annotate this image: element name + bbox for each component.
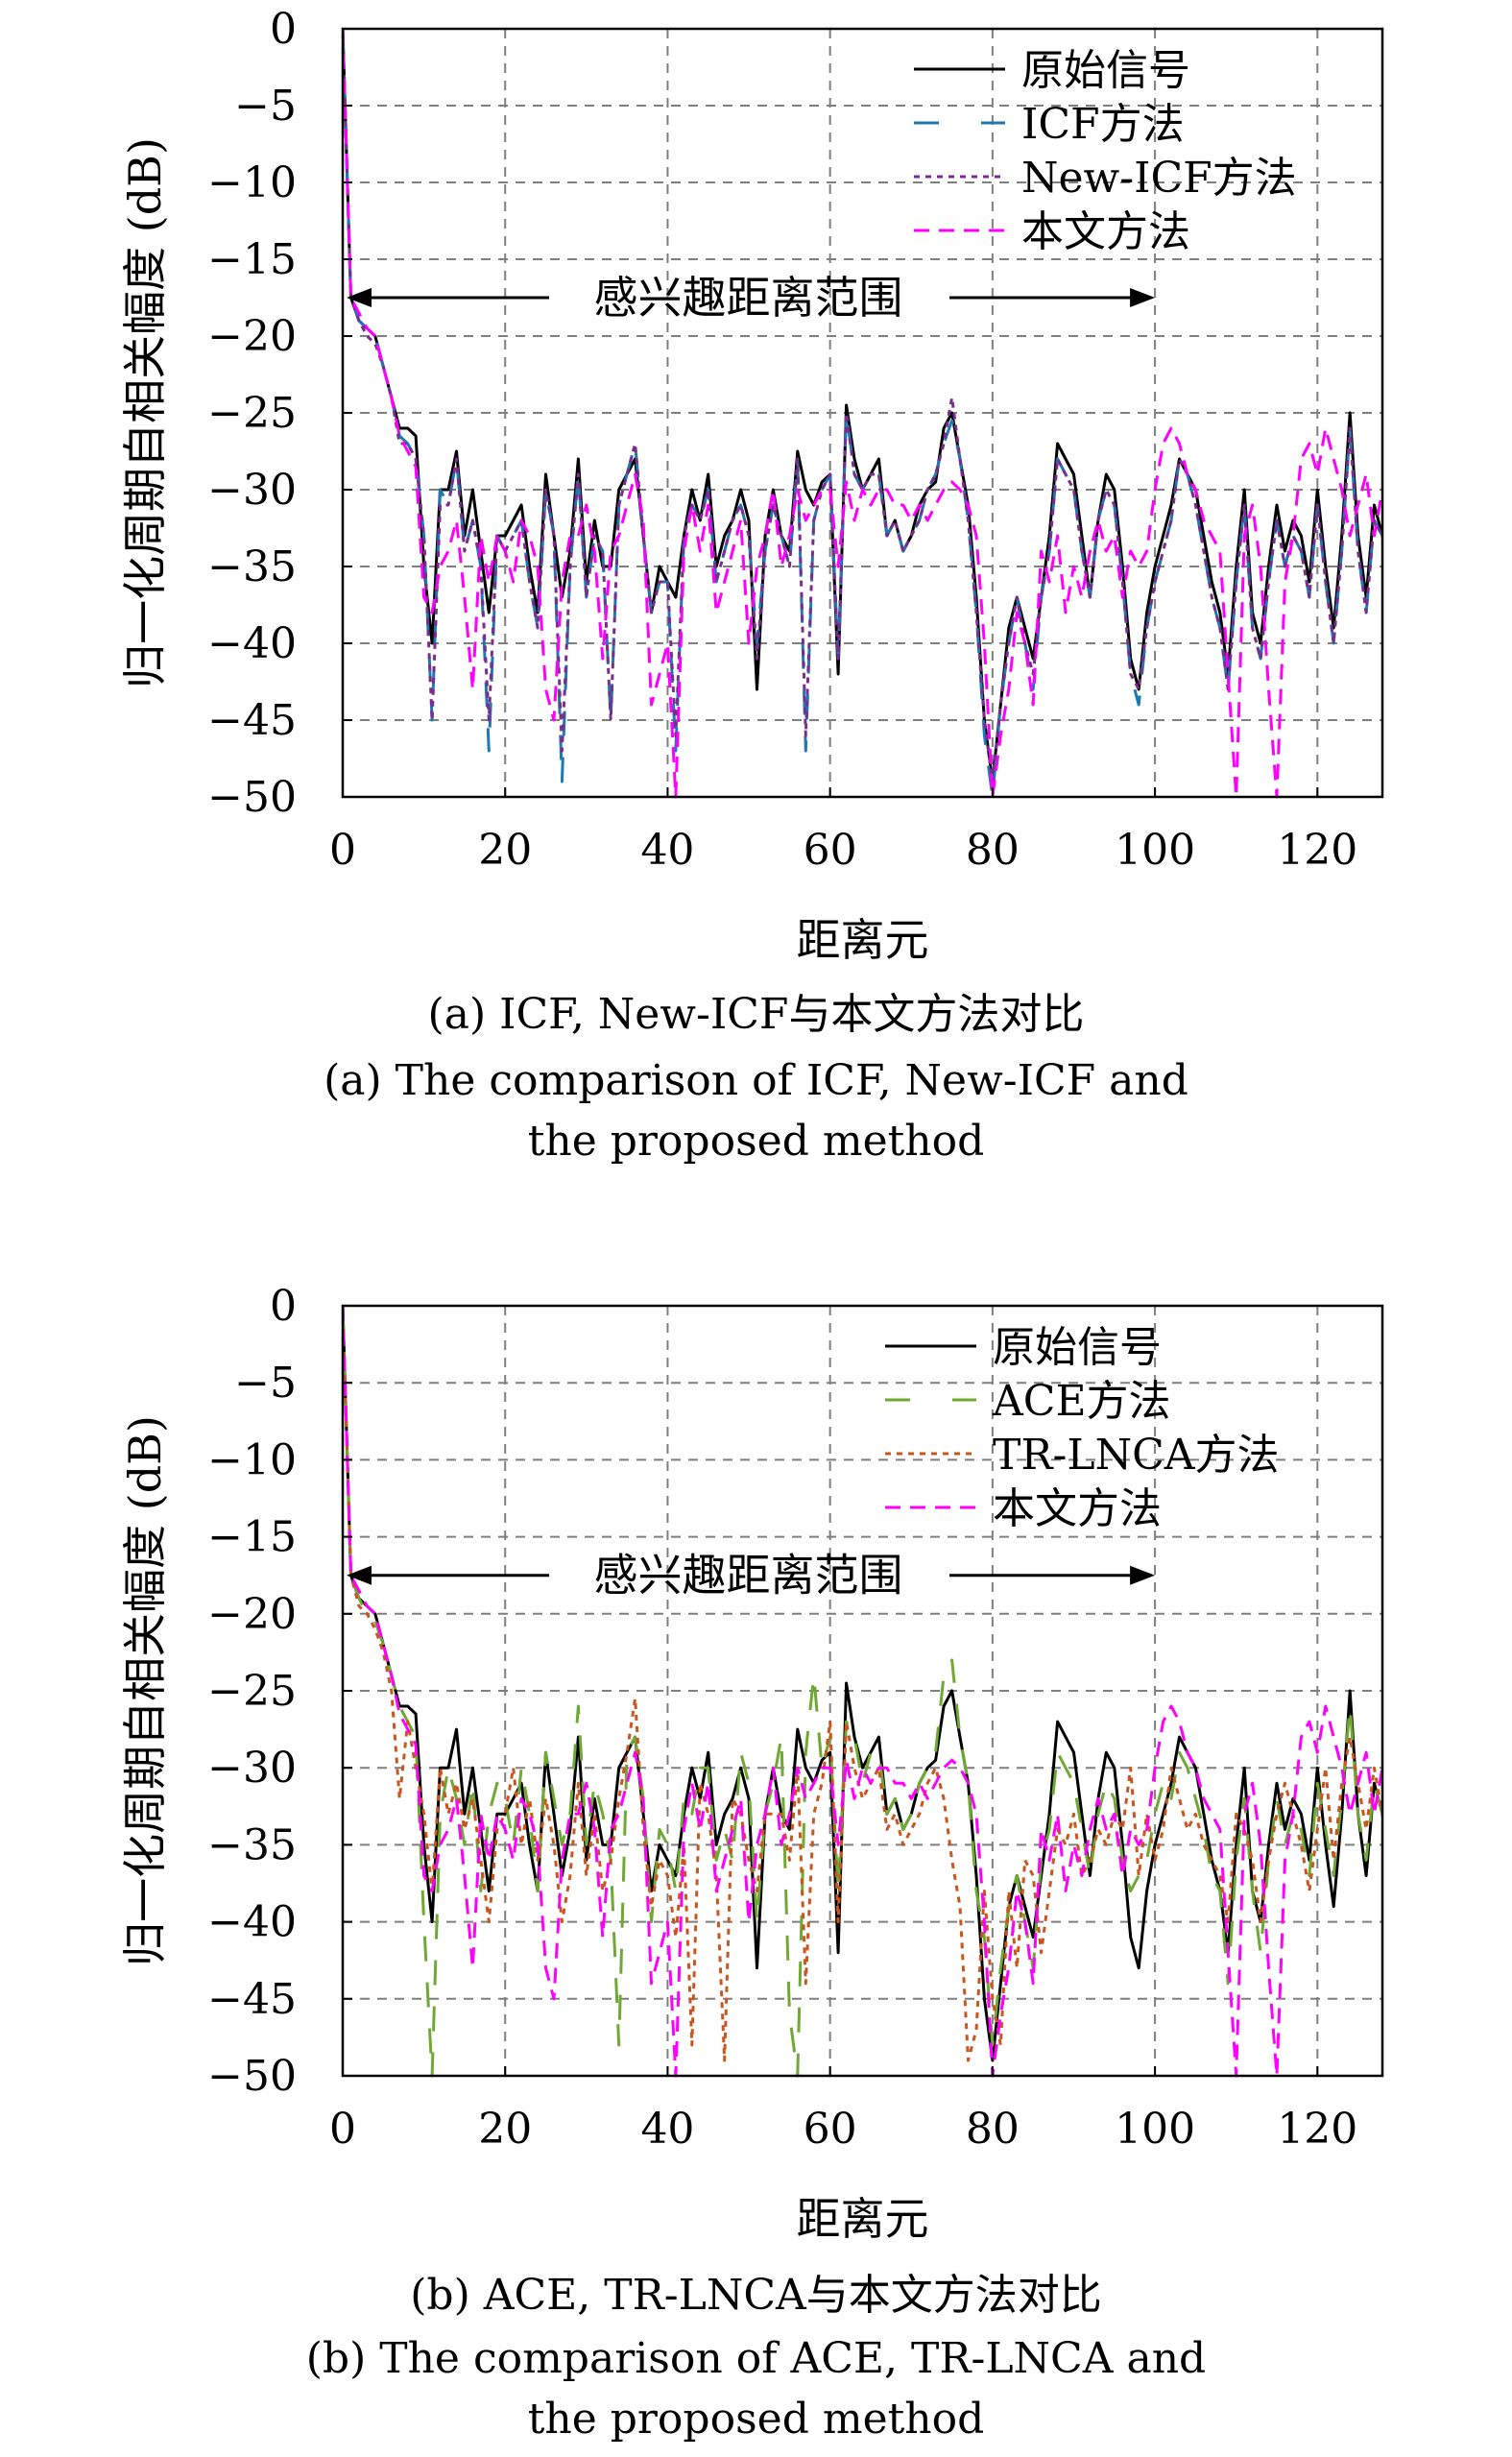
- x-tick-label: 100: [1115, 826, 1195, 875]
- annotation-arrowhead-left: [347, 1565, 372, 1585]
- annotation-label: 感兴趣距离范围: [594, 1550, 903, 1602]
- legend-label-ace: ACE方法: [992, 1377, 1171, 1426]
- y-tick-label: −45: [207, 696, 297, 745]
- chart-panel-b: 0 20 40 60 80 100 120 0 −5 −10 −15 −20 −25 −30 −35 −40 −…: [119, 1282, 1384, 2245]
- y-tick-label: −35: [207, 542, 297, 591]
- x-tick-label: 120: [1277, 826, 1357, 875]
- annotation-arrowhead-right: [1130, 288, 1156, 307]
- y-tick-label: −30: [207, 1744, 297, 1793]
- series-line-original: [343, 28, 1382, 783]
- x-tick-label: 60: [804, 2105, 857, 2154]
- y-tick-label: −25: [207, 389, 297, 438]
- y-tick-label: −5: [234, 1359, 297, 1408]
- y-tick-label: −40: [207, 619, 297, 668]
- legend-label-new_icf: New-ICF方法: [1021, 154, 1297, 203]
- y-tick-label: −15: [207, 235, 297, 284]
- annotation-label: 感兴趣距离范围: [594, 272, 903, 324]
- caption-a-en-2: the proposed method: [527, 1117, 985, 1166]
- y-axis-title: 归一化周期自相关幅度 (dB): [119, 1415, 171, 1966]
- x-tick-label: 80: [966, 2105, 1020, 2154]
- x-tick-label: 40: [640, 826, 694, 875]
- caption-b-en-1: (b) The comparison of ACE, TR-LNCA and: [305, 2334, 1207, 2383]
- x-tick-label: 0: [329, 2105, 356, 2154]
- x-tick-label: 20: [478, 2105, 532, 2154]
- legend-label-trlnca: TR-LNCA方法: [993, 1431, 1280, 1480]
- y-tick-label: −35: [207, 1820, 297, 1869]
- x-tick-label: 60: [804, 826, 857, 875]
- caption-a-en-1: (a) The comparison of ICF, New-ICF and: [324, 1056, 1188, 1105]
- y-tick-label: −50: [207, 773, 297, 822]
- series-line-original: [343, 1305, 1382, 2062]
- annotation-arrowhead-right: [1130, 1565, 1156, 1585]
- y-tick-label: −30: [207, 466, 297, 515]
- y-tick-label: −15: [207, 1513, 297, 1562]
- series-line-trlnca: [343, 1305, 1382, 2062]
- x-tick-label: 80: [966, 826, 1020, 875]
- y-tick-label: −25: [207, 1667, 297, 1716]
- x-tick-label: 20: [478, 826, 532, 875]
- caption-b-en-2: the proposed method: [527, 2395, 985, 2444]
- y-tick-label: −40: [207, 1898, 297, 1947]
- series-line-ace: [343, 1305, 1382, 2078]
- series-line-proposed: [343, 1305, 1382, 2078]
- series-line-proposed: [343, 28, 1382, 799]
- legend-label-proposed: 本文方法: [1021, 207, 1190, 256]
- legend-label-original: 原始信号: [993, 1323, 1162, 1372]
- y-axis-title: 归一化周期自相关幅度 (dB): [119, 137, 171, 688]
- annotation-arrowhead-left: [347, 288, 372, 307]
- x-tick-label: 0: [329, 826, 356, 875]
- legend-label-original: 原始信号: [1021, 46, 1190, 95]
- x-tick-label: 100: [1115, 2105, 1195, 2154]
- series-group: [343, 1305, 1382, 2078]
- caption-b-cn: (b) ACE, TR-LNCA与本文方法对比: [410, 2271, 1102, 2320]
- y-tick-label: −10: [207, 158, 297, 207]
- y-tick-label: −10: [207, 1435, 297, 1484]
- legend-label-icf: ICF方法: [1021, 100, 1185, 149]
- caption-a-cn: (a) ICF, New-ICF与本文方法对比: [427, 990, 1085, 1039]
- chart-panel-a: 0 20 40 60 80 100 120 0 −5 −10 −15 −20 −25 −30 −35 −40 −…: [119, 5, 1384, 966]
- series-group: [343, 28, 1382, 799]
- y-tick-label: −45: [207, 1975, 297, 2024]
- series-line-new_icf: [343, 28, 1382, 783]
- y-tick-label: −20: [207, 1590, 297, 1639]
- legend-label-proposed: 本文方法: [993, 1484, 1162, 1533]
- x-axis-title: 距离元: [797, 2193, 929, 2245]
- x-tick-label: 40: [640, 2105, 694, 2154]
- y-tick-label: −20: [207, 312, 297, 361]
- y-tick-label: 0: [270, 1282, 297, 1331]
- y-tick-label: −50: [207, 2052, 297, 2101]
- x-axis-title: 距离元: [797, 914, 929, 966]
- x-tick-label: 120: [1277, 2105, 1357, 2154]
- y-tick-label: 0: [270, 5, 297, 54]
- y-tick-label: −5: [234, 82, 297, 131]
